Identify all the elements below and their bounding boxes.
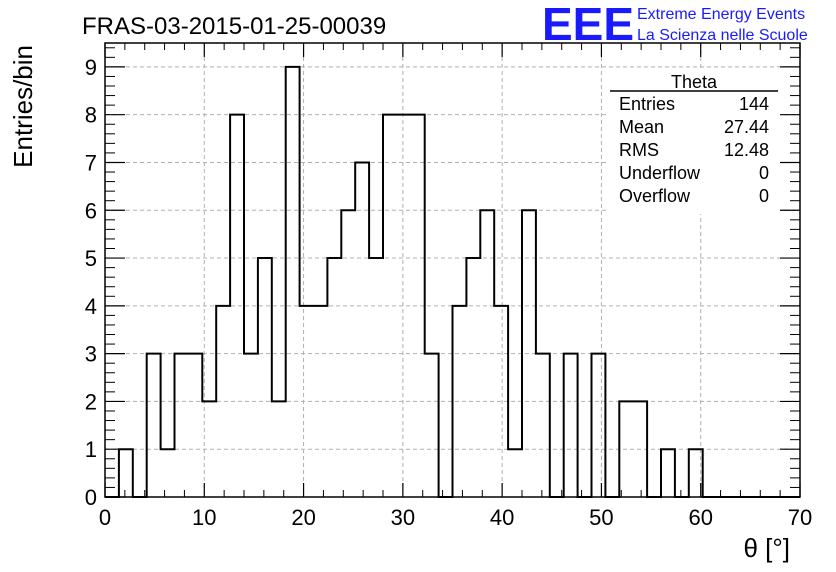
- histogram-bin: [119, 449, 133, 497]
- x-tick-label: 70: [788, 505, 812, 530]
- y-tick-label: 7: [85, 150, 97, 175]
- y-tick-label: 8: [85, 103, 97, 128]
- chart-title: FRAS-03-2015-01-25-00039: [82, 13, 386, 40]
- y-tick-label: 4: [85, 294, 97, 319]
- histogram-bin: [161, 449, 175, 497]
- eee-logo-mark: EEE: [542, 0, 634, 50]
- stats-box: Theta Entries 144 Mean 27.44 RMS 12.48 Underfl…: [608, 68, 780, 214]
- eee-logo-line2: La Scienza nelle Scuole: [637, 27, 808, 44]
- histogram-bin: [661, 449, 675, 497]
- histogram-bin: [175, 354, 189, 497]
- histogram-bin: [425, 354, 439, 497]
- histogram-bin: [592, 354, 606, 497]
- x-tick-label: 10: [192, 505, 216, 530]
- y-tick-label: 9: [85, 55, 97, 80]
- eee-logo-line1: Extreme Energy Events: [637, 6, 805, 23]
- stats-value: 27.44: [724, 117, 769, 137]
- histogram-bin: [564, 354, 578, 497]
- plot-frame: [104, 42, 801, 498]
- y-tick-label: 2: [85, 389, 97, 414]
- y-tick-label: 0: [85, 485, 97, 510]
- histogram-bin: [147, 354, 161, 497]
- histogram-bin: [286, 67, 300, 497]
- tick-labels: 0 10 20 30 40 50 60 70 0 1 2 3 4 5 6 7 8 9: [85, 55, 812, 530]
- histogram-bin: [536, 354, 550, 497]
- x-tick-label: 30: [391, 505, 415, 530]
- x-tick-label: 0: [99, 505, 111, 530]
- stats-label: RMS: [619, 140, 659, 160]
- histogram-bin: [327, 258, 341, 497]
- stats-value: 0: [759, 163, 769, 183]
- stats-box-bg: [608, 68, 780, 214]
- stats-value: 12.48: [724, 140, 769, 160]
- stats-label: Overflow: [619, 186, 691, 206]
- histogram-bin: [188, 354, 202, 497]
- stats-box-title: Theta: [671, 72, 718, 92]
- histogram-bin: [244, 354, 258, 497]
- histogram-bin: [466, 258, 480, 497]
- x-tick-label: 40: [490, 505, 514, 530]
- stats-label: Entries: [619, 94, 675, 114]
- stats-value: 0: [759, 186, 769, 206]
- histogram-bin: [355, 162, 369, 497]
- y-tick-label: 1: [85, 437, 97, 462]
- x-tick-label: 50: [589, 505, 613, 530]
- y-tick-label: 3: [85, 342, 97, 367]
- x-tick-label: 20: [291, 505, 315, 530]
- stats-label: Underflow: [619, 163, 701, 183]
- stats-rows: Entries 144 Mean 27.44 RMS 12.48 Underflow 0 Ove…: [619, 94, 769, 206]
- x-tick-label: 60: [688, 505, 712, 530]
- histogram-bin: [369, 258, 383, 497]
- y-tick-label: 6: [85, 198, 97, 223]
- x-axis-title: θ [°]: [743, 533, 790, 563]
- y-tick-label: 5: [85, 246, 97, 271]
- histogram-bin: [258, 258, 272, 497]
- stats-label: Mean: [619, 117, 664, 137]
- histogram-bin: [508, 449, 522, 497]
- y-axis-title: Entries/bin: [8, 45, 38, 168]
- stats-value: 144: [739, 94, 769, 114]
